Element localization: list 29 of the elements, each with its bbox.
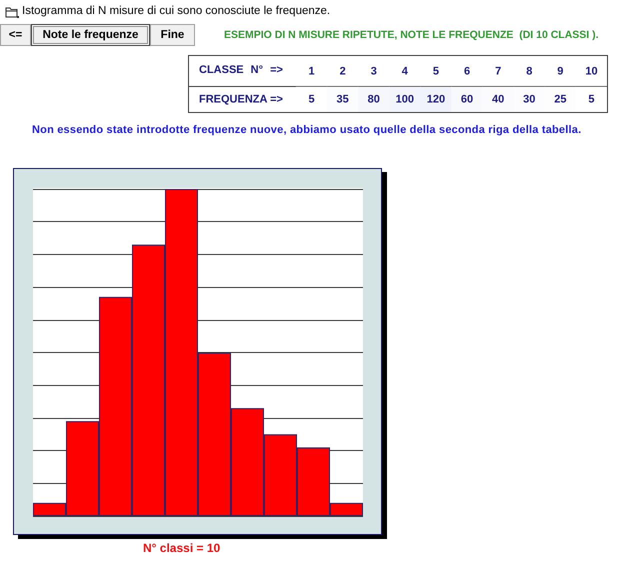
button: Fine: [150, 24, 195, 46]
x-tick-label: 7: [495, 66, 502, 78]
x-tick-label: 10: [585, 66, 598, 78]
x-tick-label: 2: [340, 66, 346, 78]
data-label: 40: [492, 94, 504, 106]
text: Non essendo state introdotte frequenze nuove, abbiamo usato quelle della seconda riga della tabella.: [32, 124, 582, 136]
x-tick-label: 9: [557, 66, 564, 78]
button: <=: [0, 24, 31, 46]
data-label: 120: [426, 94, 446, 106]
data-label: 35: [336, 94, 349, 106]
data-label: 30: [523, 94, 536, 106]
data-label: 80: [368, 94, 380, 106]
x-tick-label: 5: [432, 66, 440, 78]
data-label: 25: [554, 94, 566, 106]
x-tick-label: 4: [402, 66, 409, 78]
data-label: 5: [588, 94, 595, 106]
x-tick-label: 1: [308, 66, 315, 78]
x-tick-label: 6: [464, 66, 470, 78]
data-label: 60: [460, 94, 474, 106]
button: Note le frequenze: [31, 24, 150, 46]
chart-subtitle: ESEMPIO DI N MISURE RIPETUTE, NOTE LE FREQUENZE (DI 10 CLASSI ).: [224, 29, 599, 41]
x-tick-label: 3: [370, 66, 377, 78]
x-axis-title: N° classi = 10: [143, 541, 220, 555]
y-tick-label: FREQUENZA =>: [199, 94, 283, 106]
x-axis-title: CLASSE N° =>: [199, 64, 283, 76]
x-tick-label: 8: [526, 66, 532, 78]
data-label: 5: [308, 94, 315, 106]
data-label: 100: [396, 94, 414, 106]
text: Istogramma di N misure di cui sono conosciute le frequenze.: [22, 5, 330, 17]
